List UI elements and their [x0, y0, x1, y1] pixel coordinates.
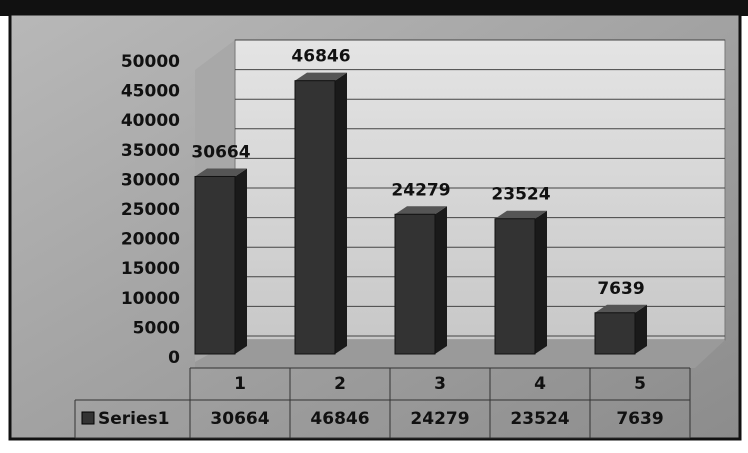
value-label: 7639 — [597, 279, 644, 299]
bar-top — [295, 72, 347, 81]
y-tick-label: 45000 — [121, 82, 180, 102]
y-tick-label: 10000 — [121, 289, 180, 309]
bar-top — [595, 304, 647, 313]
y-tick-label: 40000 — [121, 111, 180, 131]
table-value: 30664 — [210, 409, 269, 429]
value-label: 23524 — [491, 185, 550, 205]
y-tick-label: 20000 — [121, 230, 180, 250]
bar — [594, 312, 636, 355]
bar-top — [495, 210, 547, 219]
table-value: 46846 — [310, 409, 369, 429]
table-value: 23524 — [510, 409, 569, 429]
bar — [394, 213, 436, 355]
x-tick-label: 5 — [634, 374, 646, 394]
bar — [294, 80, 336, 355]
x-tick-label: 4 — [534, 374, 546, 394]
bar — [194, 175, 236, 355]
x-tick-label: 1 — [234, 374, 246, 394]
legend-label: Series1 — [98, 409, 169, 429]
value-label: 46846 — [291, 47, 350, 67]
x-tick-label: 3 — [434, 374, 446, 394]
table-value: 24279 — [410, 409, 469, 429]
value-label: 30664 — [191, 142, 250, 162]
bar-side — [635, 304, 647, 354]
value-label: 24279 — [391, 180, 450, 200]
table-value: 7639 — [616, 409, 663, 429]
plot: 0 5000 10000 15000 20000 25000 30000 35000 40000… — [74, 39, 725, 439]
y-tick-label: 25000 — [121, 200, 180, 220]
bar-top — [195, 168, 247, 177]
y-tick-label: 0 — [168, 348, 180, 368]
bar-side — [335, 72, 347, 354]
y-tick-label: 35000 — [121, 141, 180, 161]
bar-side — [535, 210, 547, 354]
bar-side — [235, 168, 247, 354]
bar — [494, 218, 536, 355]
y-tick-label: 30000 — [121, 170, 180, 190]
x-tick-label: 2 — [334, 374, 346, 394]
y-tick-label: 5000 — [133, 318, 180, 338]
title-strip — [0, 0, 748, 16]
y-tick-label: 15000 — [121, 259, 180, 279]
bar-top — [395, 206, 447, 215]
y-tick-label: 50000 — [121, 52, 180, 72]
bar-side — [435, 206, 447, 354]
legend-swatch — [81, 411, 95, 425]
